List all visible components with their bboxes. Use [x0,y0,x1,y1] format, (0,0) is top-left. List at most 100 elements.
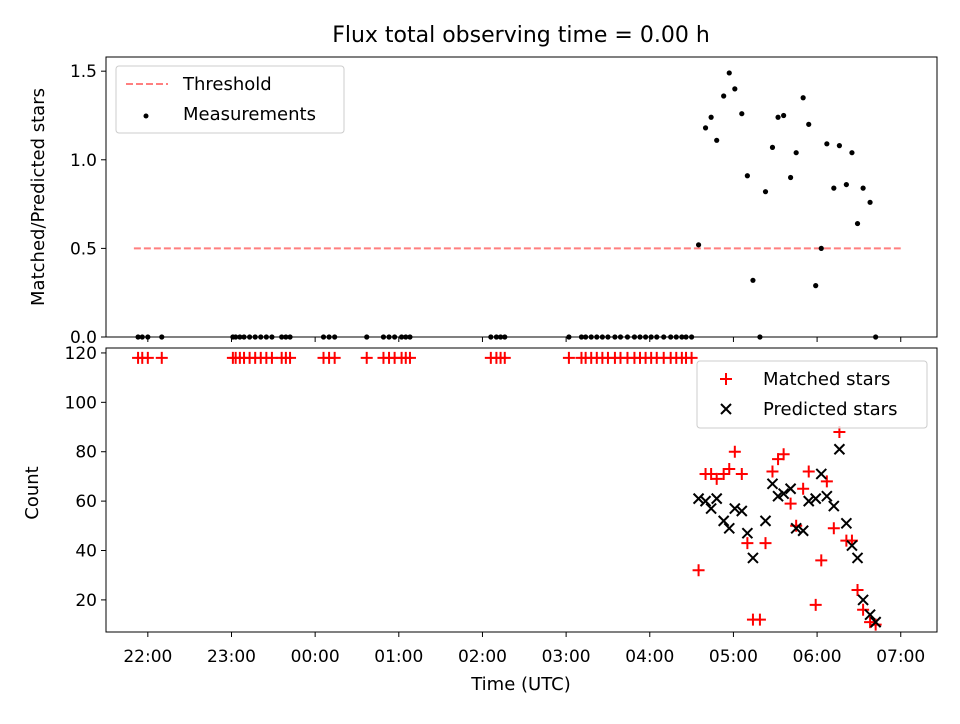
x-tick-label: 04:00 [625,647,674,667]
measurement-point [654,334,660,340]
x-tick-label: 03:00 [542,647,591,667]
measurement-point [873,334,879,340]
predicted-star-marker [864,609,876,621]
top-legend: Threshold Measurements [115,65,345,134]
measurement-point [279,334,285,340]
measurement-point [258,334,264,340]
measurement-point [497,334,504,340]
legend-matched-label: Matched stars [763,369,890,390]
matched-star-marker [802,465,815,478]
legend-predicted-label: Predicted stars [763,399,897,420]
measurement-point [624,334,631,340]
predicted-star-marker [821,490,833,502]
measurement-point [583,334,589,340]
measurement-point [648,334,654,340]
measurement-point [679,334,685,340]
measurement-point [843,181,849,188]
measurement-point [233,334,239,340]
matched-star-marker [753,613,766,626]
matched-star-marker [498,351,511,364]
measurement-point [854,220,861,227]
measurement-point [818,245,824,251]
bottom-y-tick-label: 80 [75,443,97,463]
measurement-point [612,334,618,340]
measurement-point [642,334,649,340]
matched-star-marker [820,475,833,488]
measurement-point [793,150,799,156]
x-tick-label: 22:00 [123,647,172,667]
measurement-point [241,334,247,340]
measurement-point [493,334,500,340]
predicted-star-marker [741,527,754,539]
matched-star-marker [692,564,705,577]
measurement-point [689,334,695,340]
matched-star-marker [851,584,864,597]
bottom-legend-box [696,360,928,429]
x-tick-label: 00:00 [291,647,340,667]
predicted-star-marker [736,505,748,517]
top-y-tick-label: 0.0 [70,328,97,348]
predicted-star-marker [803,495,815,507]
predicted-star-marker [857,594,869,606]
x-axis-label: Time (UTC) [470,674,571,695]
matched-star-marker [685,351,698,364]
measurement-point [744,173,750,179]
predicted-star-marker [846,539,858,552]
measurement-point [386,334,392,340]
bottom-y-tick-label: 40 [75,542,97,562]
predicted-star-marker [699,495,712,507]
measurement-point [139,334,145,340]
measurement-point [769,144,776,150]
predicted-star-marker [717,515,730,527]
measurement-point [695,242,702,248]
matched-star-marker [766,465,779,478]
predicted-star-marker [869,616,882,628]
matched-star-marker [797,482,810,495]
measurement-point [750,277,756,283]
measurement-point [668,334,674,340]
matched-star-marker [827,522,840,535]
top-y-tick-label: 0.5 [70,239,97,259]
predicted-star-marker [729,502,741,515]
bottom-y-tick-label: 100 [65,393,97,413]
measurement-point [849,150,855,156]
matched-star-marker [741,537,754,550]
predicted-star-marker [759,515,772,527]
matched-star-marker [141,351,154,364]
bottom-y-tick-label: 60 [75,492,97,512]
matched-star-marker [360,351,373,364]
measurement-point [617,334,624,340]
measurement-point [605,334,611,340]
predicted-star-marker [833,443,846,455]
x-tick-label: 01:00 [374,647,423,667]
measurement-point [800,95,806,101]
measurement-point [813,283,819,289]
legend-measurements-label: Measurements [183,104,316,125]
measurement-point [145,334,151,340]
predicted-star-marker [790,522,802,534]
measurement-point [806,121,812,127]
matched-star-marker [777,448,790,461]
measurement-point [578,334,585,340]
bottom-y-tick-label: 20 [75,591,97,611]
measurement-point [867,199,873,205]
matched-star-marker [857,603,870,616]
measurement-point [714,137,720,143]
measurement-point [673,334,679,340]
matched-star-marker [562,351,575,364]
measurement-point [159,334,165,340]
bottom-y-tick-label: 120 [65,344,97,364]
matched-star-marker [864,616,877,629]
matched-star-marker [155,351,168,364]
bottom-legend: Matched stars Predicted stars [696,360,928,429]
measurement-point [781,112,787,119]
predicted-star-marker [710,492,723,505]
top-y-axis-label: Matched/Predicted stars [28,88,49,306]
measurement-point [588,334,594,340]
measurement-point [775,114,781,120]
matched-star-marker [759,537,772,550]
bottom-axes-frame [105,347,938,633]
matched-star-marker [784,497,797,510]
matched-star-marker [869,618,882,631]
top-y-tick-label: 1.5 [70,62,97,82]
